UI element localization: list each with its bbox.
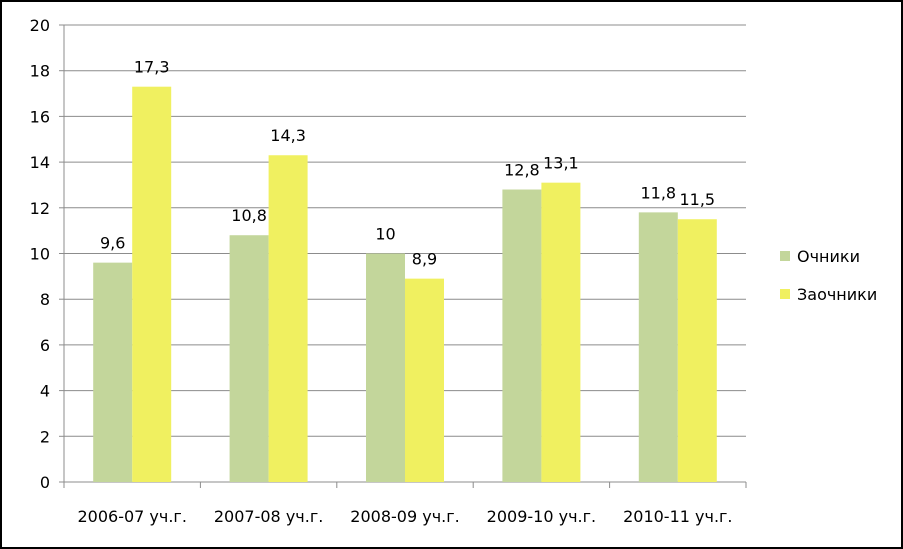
- data-label: 14,3: [270, 126, 306, 145]
- x-tick-label: 2010-11 уч.г.: [623, 507, 732, 526]
- y-tick-label: 6: [40, 336, 50, 355]
- y-tick-label: 12: [30, 199, 50, 218]
- x-tick-label: 2009-10 уч.г.: [487, 507, 596, 526]
- y-tick-label: 2: [40, 427, 50, 446]
- y-tick-label: 16: [30, 107, 50, 126]
- bar: [677, 219, 717, 482]
- y-tick-label: 18: [30, 62, 50, 81]
- y-tick-label: 10: [30, 245, 50, 264]
- bar: [366, 253, 405, 482]
- y-tick-label: 8: [40, 290, 50, 309]
- bar: [132, 86, 172, 482]
- bar: [405, 278, 444, 482]
- bar: [93, 262, 133, 482]
- y-tick-label: 20: [30, 16, 50, 35]
- data-label: 17,3: [134, 58, 170, 77]
- y-tick-label: 14: [30, 153, 50, 172]
- legend-swatch: [780, 251, 790, 261]
- data-label: 10: [375, 225, 395, 244]
- data-label: 11,8: [640, 183, 676, 202]
- bar: [268, 155, 308, 482]
- legend-label: Очники: [797, 247, 860, 266]
- y-tick-label: 0: [40, 473, 50, 492]
- x-tick-label: 2008-09 уч.г.: [350, 507, 459, 526]
- bar: [638, 212, 678, 482]
- x-tick-label: 2006-07 уч.г.: [77, 507, 186, 526]
- bar: [229, 235, 269, 482]
- data-label: 10,8: [231, 206, 267, 225]
- legend-label: Заочники: [797, 285, 877, 304]
- data-label: 11,5: [679, 190, 715, 209]
- x-tick-label: 2007-08 уч.г.: [214, 507, 323, 526]
- data-label: 9,6: [100, 234, 125, 253]
- data-label: 13,1: [543, 154, 579, 173]
- y-tick-label: 4: [40, 382, 50, 401]
- bar: [502, 189, 542, 482]
- legend-swatch: [780, 289, 790, 299]
- data-label: 12,8: [504, 161, 540, 180]
- bar: [541, 182, 581, 483]
- data-label: 8,9: [412, 250, 437, 269]
